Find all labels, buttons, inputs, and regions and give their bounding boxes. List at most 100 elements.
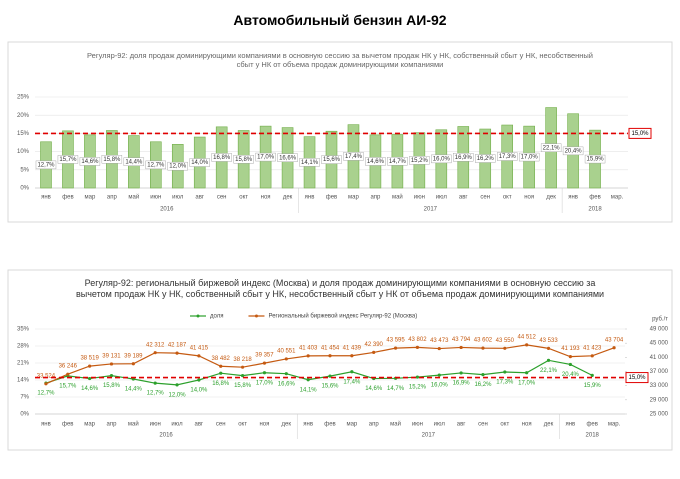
label-box: [211, 153, 232, 162]
label-box: [540, 143, 562, 152]
point: [240, 374, 245, 378]
data-label: 14,0%: [190, 388, 208, 394]
label-box: [431, 154, 452, 164]
y-tick-label: 35%: [17, 327, 30, 333]
data-label: 12,0%: [169, 164, 187, 170]
data-label: 22,1%: [540, 368, 558, 374]
y-tick-label: 7%: [20, 395, 29, 401]
label-box: [365, 157, 386, 166]
label-box: [299, 158, 320, 167]
chart-frame: [7, 269, 673, 451]
label-box: [387, 157, 408, 166]
point: [175, 383, 179, 387]
reference-label: 15,0%: [628, 375, 646, 381]
point: [328, 354, 332, 358]
data-label: 12,7%: [147, 162, 165, 168]
data-label: 14,6%: [81, 159, 99, 165]
point: [568, 355, 572, 359]
x-tick-label: фев: [62, 195, 73, 201]
x-tick-label: июл: [436, 195, 448, 201]
data-label: 14,7%: [387, 386, 405, 392]
data-label: 17,4%: [343, 379, 361, 385]
data-label: 22,1%: [543, 145, 561, 151]
x-tick-label: янв: [568, 195, 578, 201]
point: [459, 371, 463, 375]
data-label: 14,6%: [81, 386, 99, 392]
label-box: [343, 152, 364, 161]
data-label: 39 189: [124, 353, 143, 359]
x-tick-label: дек: [544, 422, 554, 428]
data-label: 15,8%: [234, 383, 252, 389]
x-tick-label: май: [128, 421, 139, 428]
point: [284, 357, 288, 361]
x-tick-label: авг: [457, 422, 467, 428]
x-tick-label: июл: [434, 422, 446, 428]
label-box: [409, 156, 430, 165]
x-tick-label: мар: [84, 422, 95, 428]
x-tick-label: фев: [589, 195, 600, 201]
data-label: 16,8%: [213, 155, 231, 161]
x-group-label: 2017: [424, 207, 438, 213]
x-tick-label: мар.: [611, 195, 624, 201]
y-tick-label: 0%: [20, 186, 29, 192]
x-tick-label: май: [390, 421, 401, 428]
data-label: 12,7%: [147, 391, 165, 397]
y2-axis-label: руб./т: [652, 317, 668, 323]
legend-swatch: [254, 314, 258, 318]
point: [131, 362, 135, 366]
point: [481, 346, 485, 350]
label-box: [145, 160, 166, 170]
x-tick-label: янв: [41, 422, 51, 428]
data-label: 43 802: [408, 337, 427, 343]
legend-label: Региональный биржевой индекс Регуляр-92 …: [268, 313, 417, 320]
x-tick-label: сен: [478, 422, 488, 428]
data-label: 36 246: [59, 364, 78, 370]
x-tick-label: авг: [195, 422, 205, 428]
data-label: 14,6%: [365, 386, 383, 392]
x-tick-label: сен: [216, 422, 226, 428]
data-label: 15,9%: [587, 157, 605, 163]
x-tick-label: фев: [324, 422, 335, 428]
y2-tick-label: 45 000: [650, 341, 669, 347]
data-label: 42 187: [168, 343, 187, 349]
data-label: 12,0%: [169, 392, 187, 398]
point: [44, 382, 48, 386]
x-tick-label: окт: [239, 195, 248, 201]
data-label: 39 131: [102, 354, 121, 360]
point: [153, 381, 157, 385]
point: [415, 375, 420, 379]
label-box: [584, 154, 606, 164]
y2-tick-label: 49 000: [650, 327, 669, 333]
x-tick-label: июн: [414, 195, 425, 201]
data-label: 17,0%: [518, 380, 536, 386]
point: [525, 343, 529, 347]
y-tick-label: 28%: [17, 344, 30, 350]
label-box: [123, 157, 145, 166]
y2-tick-label: 41 000: [650, 355, 669, 361]
data-label: 14,1%: [300, 387, 318, 393]
data-label: 16,0%: [433, 156, 451, 162]
data-label: 15,2%: [409, 385, 427, 391]
point: [262, 361, 267, 365]
point: [590, 354, 594, 358]
x-tick-label: ноя: [259, 422, 269, 428]
x-tick-label: июн: [150, 195, 161, 201]
point: [568, 362, 572, 367]
data-label: 16,9%: [455, 155, 473, 161]
y2-tick-label: 29 000: [650, 397, 669, 403]
data-label: 12,7%: [37, 391, 55, 397]
data-label: 43 533: [539, 338, 558, 344]
point: [197, 354, 201, 358]
data-label: 16,9%: [453, 381, 471, 387]
data-label: 41 193: [561, 346, 580, 352]
point: [240, 365, 245, 369]
x-tick-label: июл: [172, 195, 184, 201]
point: [153, 351, 157, 355]
reference-box: [628, 127, 652, 139]
x-tick-label: окт: [238, 422, 247, 428]
data-label: 41 403: [299, 345, 318, 351]
point: [109, 362, 114, 366]
legend-swatch: [196, 314, 200, 318]
point: [88, 376, 92, 381]
point: [66, 372, 70, 376]
